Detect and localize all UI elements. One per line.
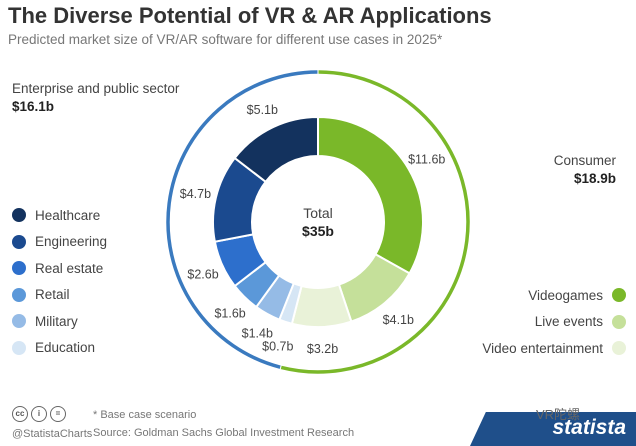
- legend-label-video-entertainment: Video entertainment: [482, 340, 603, 356]
- legend-label-healthcare: Healthcare: [35, 207, 101, 223]
- slice-label-live-events: $4.1b: [383, 313, 414, 327]
- statista-logo: statista: [552, 416, 626, 439]
- chart-title: The Diverse Potential of VR & AR Applica…: [8, 3, 492, 28]
- statista-handle: @StatistaCharts: [12, 428, 93, 440]
- legend-swatch-retail: [12, 287, 26, 302]
- slice-label-military: $1.4b: [242, 326, 273, 340]
- source-note: Source: Goldman Sachs Global Investment …: [93, 427, 355, 439]
- legend-swatch-military: [12, 314, 26, 328]
- consumer-ring: [280, 70, 470, 374]
- legend-swatch-engineering: [12, 234, 26, 249]
- noderivs-icon: =: [50, 406, 66, 422]
- enterprise-group-label: Enterprise and public sector $16.1b: [12, 80, 179, 116]
- legend-swatch-videogames: [612, 288, 626, 302]
- watermark: VR陀螺: [536, 407, 581, 422]
- legend-item-education: Education: [12, 339, 95, 357]
- legend-swatch-video-entertainment: [612, 341, 626, 355]
- attribution-icon: i: [31, 406, 47, 422]
- legend-label-live-events: Live events: [534, 314, 603, 329]
- footnote: * Base case scenario: [93, 409, 197, 421]
- consumer-label: Consumer: [553, 153, 616, 168]
- slice-label-retail: $1.6b: [214, 306, 245, 320]
- legend-label-videogames: Videogames: [528, 287, 603, 303]
- slice-label-video-entertainment: $3.2b: [307, 342, 338, 356]
- cc-license-icons: cc i =: [12, 406, 66, 422]
- legend-item-video-entertainment: Video entertainment: [482, 339, 626, 357]
- consumer-value: $18.9b: [573, 171, 616, 186]
- legend-item-real-estate: Real estate: [12, 259, 103, 277]
- enterprise-value: $16.1b: [12, 99, 55, 114]
- enterprise-label: Enterprise and public sector: [12, 81, 180, 96]
- legend-label-engineering: Engineering: [35, 234, 108, 249]
- legend-swatch-education: [12, 340, 26, 355]
- legend-item-military: Military: [12, 312, 78, 330]
- legend-swatch-real-estate: [12, 261, 26, 275]
- consumer-group-label: Consumer $18.9b: [554, 152, 616, 188]
- slice-healthcare: [233, 115, 319, 184]
- slice-label-real-estate: $2.6b: [187, 268, 218, 282]
- slice-videogames: [317, 115, 424, 275]
- legend-label-retail: Retail: [35, 287, 70, 302]
- legend-label-real-estate: Real estate: [35, 260, 104, 276]
- legend-item-live-events: Live events: [535, 313, 626, 331]
- legend-item-retail: Retail: [12, 286, 70, 304]
- enterprise-ring: [166, 70, 318, 369]
- slice-label-education: $0.7b: [262, 340, 293, 354]
- legend-item-engineering: Engineering: [12, 233, 107, 251]
- legend-item-healthcare: Healthcare: [12, 206, 100, 224]
- center-value: $35b: [302, 223, 334, 239]
- slice-label-videogames: $11.6b: [408, 152, 445, 166]
- center-label: Total: [303, 205, 333, 221]
- legend-label-education: Education: [35, 340, 96, 355]
- cc-icon: cc: [12, 406, 28, 422]
- slice-label-healthcare: $5.1b: [247, 103, 278, 117]
- legend-swatch-healthcare: [12, 208, 26, 222]
- legend-swatch-live-events: [612, 314, 626, 329]
- legend-label-military: Military: [35, 313, 78, 329]
- chart-subtitle: Predicted market size of VR/AR software …: [8, 32, 443, 47]
- slice-label-engineering: $4.7b: [180, 187, 211, 201]
- legend-item-videogames: Videogames: [528, 286, 626, 304]
